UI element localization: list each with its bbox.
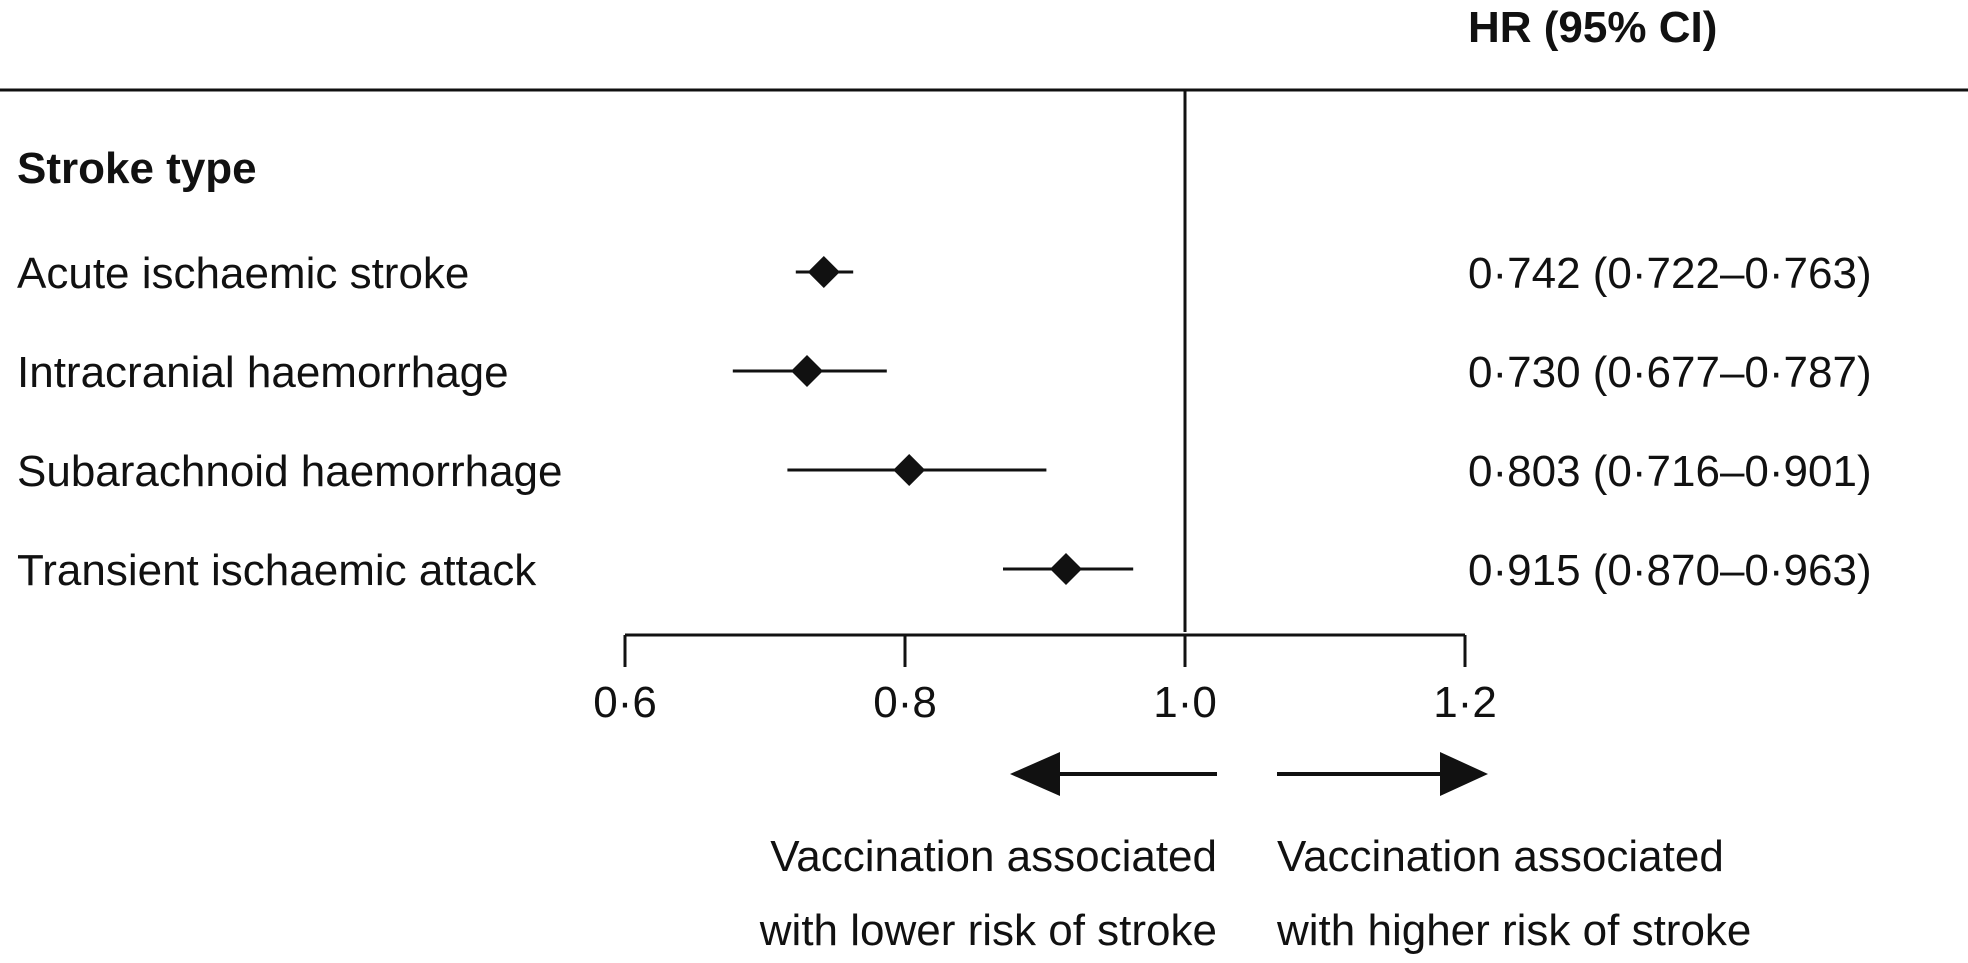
hazard-ratio-point [893,454,926,486]
forest-rows: Acute ischaemic stroke 0·742 (0·722–0·763… [17,249,1872,595]
higher-risk-annotation-line-2: with higher risk of stroke [1276,906,1751,955]
tick-label: 1·2 [1433,678,1497,727]
row-label: Subarachnoid haemorrhage [17,447,563,496]
hazard-ratio-point [791,355,823,387]
hr-ci-value: 0·730 (0·677–0·787) [1468,348,1872,397]
hr-ci-value: 0·803 (0·716–0·901) [1468,447,1872,496]
hr-ci-value: 0·915 (0·870–0·963) [1468,546,1872,595]
higher-risk-annotation-line-1: Vaccination associated [1277,832,1724,881]
right-arrow [1277,752,1488,796]
column-header: HR (95% CI) [1468,3,1717,52]
hazard-ratio-point [807,256,840,288]
tick-label: 0·8 [873,678,937,727]
row-label: Transient ischaemic attack [17,546,537,595]
lower-risk-annotation-line-2: with lower risk of stroke [759,906,1217,955]
hr-ci-value: 0·742 (0·722–0·763) [1468,249,1872,298]
left-arrow [1010,752,1217,796]
group-label: Stroke type [17,144,257,193]
row-label: Intracranial haemorrhage [17,348,509,397]
row-label: Acute ischaemic stroke [17,249,469,298]
hazard-ratio-point [1050,553,1082,585]
x-axis: 0·6 0·8 1·0 1·2 [593,633,1497,727]
lower-risk-annotation-line-1: Vaccination associated [770,832,1217,881]
tick-label: 1·0 [1153,678,1217,727]
tick-label: 0·6 [593,678,657,727]
